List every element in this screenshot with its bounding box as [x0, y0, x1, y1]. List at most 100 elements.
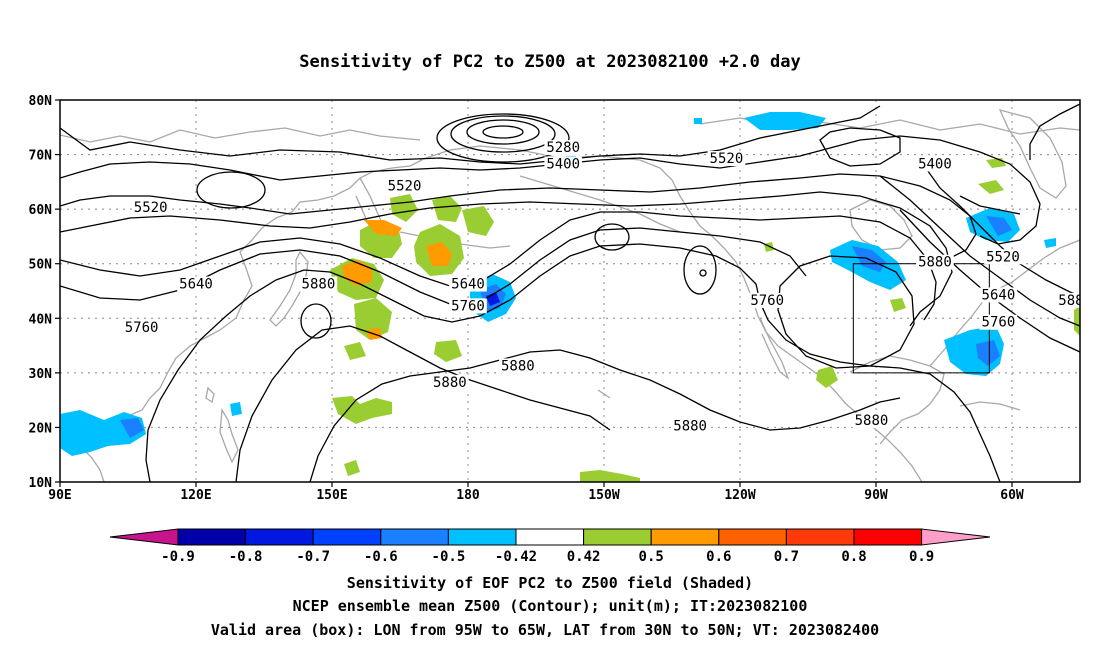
contour-label-bg	[916, 254, 954, 270]
lon-tick-label: 60W	[1000, 488, 1024, 503]
contour-label-bg	[671, 418, 709, 434]
contour-label-bg	[299, 276, 338, 292]
colorbar-swatch	[245, 528, 314, 546]
coast-taiwan	[205, 386, 215, 404]
contour-line	[60, 173, 977, 259]
contour-line	[777, 255, 915, 369]
coast-siberia	[60, 127, 421, 143]
contour-label-bg	[544, 140, 582, 156]
contour-label: 5880	[855, 413, 889, 429]
shade-positive	[580, 470, 640, 482]
contour-low-ring	[482, 125, 524, 139]
lon-tick-label: 150E	[316, 488, 347, 503]
lon-tick-label: 90W	[864, 488, 888, 503]
contour-label-bg	[449, 298, 487, 314]
shade-positive	[344, 342, 366, 360]
shade-positive	[1074, 306, 1080, 336]
colorbar-extend-low	[109, 528, 179, 546]
contour-label: 5880	[302, 277, 336, 293]
contour-label: 5880	[673, 418, 707, 434]
lat-tick-label: 10N	[29, 476, 53, 491]
shade-positive	[978, 180, 1004, 194]
shade-negative	[1044, 238, 1056, 248]
contour-label: 5400	[918, 156, 952, 172]
lat-tick-label: 60N	[29, 203, 53, 218]
lon-tick-label: 120W	[724, 488, 755, 503]
shade-negative	[694, 118, 702, 124]
contour-label: 588	[1058, 293, 1083, 309]
colorbar-swatch	[312, 528, 382, 546]
contour-label: 5880	[433, 375, 467, 391]
colorbar-swatch	[447, 528, 517, 546]
colorbar-swatch	[718, 528, 787, 546]
contour-label-bg	[431, 374, 469, 390]
contour-low-ring	[450, 115, 556, 153]
sensitivity-shading	[60, 112, 1080, 482]
shade-negative	[976, 340, 1000, 366]
caption-line-3: Valid area (box): LON from 95W to 65W, L…	[211, 621, 879, 639]
colorbar-swatch	[177, 528, 247, 546]
colorbar-label: -0.5	[432, 549, 466, 565]
coast-hawaii	[597, 389, 611, 399]
contour-label-bg	[916, 156, 954, 172]
contour-line	[60, 191, 953, 327]
contour-line	[60, 105, 881, 165]
contour-label-bg	[748, 292, 786, 308]
contour-label-bg	[499, 358, 537, 374]
lon-tick-label: 90E	[48, 488, 71, 503]
contour-label-bg	[131, 200, 170, 216]
colorbar-label: -0.6	[364, 549, 398, 565]
contour-label-bg	[544, 156, 582, 172]
caption-line-1: Sensitivity of EOF PC2 to Z500 field (Sh…	[347, 574, 753, 592]
map-title: Sensitivity of PC2 to Z500 at 2023082100…	[299, 52, 801, 72]
contour-label-bg	[707, 151, 746, 167]
lat-tick-label: 70N	[29, 149, 53, 164]
contour-line	[145, 243, 1001, 482]
shade-mid-positive	[426, 242, 452, 266]
coast-japan	[269, 250, 309, 327]
lon-tick-label: 180	[456, 488, 480, 503]
contour-line	[879, 175, 1080, 327]
coast-baja	[759, 317, 790, 380]
colorbar-label: 0.7	[774, 549, 799, 565]
colorbar-label: 0.5	[639, 549, 664, 565]
contour-ring	[594, 223, 630, 251]
colorbar-label: -0.7	[296, 549, 330, 565]
shade-positive	[332, 396, 392, 424]
coast-hudson	[849, 199, 913, 251]
shade-negative	[120, 418, 144, 438]
shade-positive	[816, 366, 838, 388]
coast-alaska-south	[519, 175, 681, 233]
contour-label-bg	[1056, 292, 1080, 308]
shade-negative	[230, 402, 242, 416]
shade-positive	[462, 206, 494, 236]
lat-tick-label: 80N	[29, 94, 53, 109]
colorbar-label: -0.9	[161, 549, 195, 565]
contour-label: 5760	[125, 320, 159, 336]
colorbar-swatch	[785, 528, 855, 546]
colorbar-swatch	[583, 528, 652, 546]
lon-tick-label: 120E	[180, 488, 211, 503]
lat-tick-label: 40N	[29, 312, 53, 327]
colorbar-swatch	[380, 528, 449, 546]
contour-label: 5880	[501, 358, 535, 374]
colorbar: -0.9 -0.8 -0.7 -0.6 -0.5 -0.42 0.42 0.5 0.6 0.7 0.…	[109, 528, 991, 565]
shade-positive	[344, 460, 360, 476]
colorbar-label: 0.8	[841, 549, 866, 565]
contour-dot	[699, 269, 707, 277]
contour-label: 5520	[388, 178, 422, 194]
contour-label: 5760	[982, 315, 1016, 331]
shade-negative	[744, 112, 826, 130]
colorbar-swatch	[515, 528, 585, 546]
contour-label-bg	[852, 412, 891, 428]
contour-label: 5640	[179, 277, 213, 293]
contour-line	[235, 325, 611, 482]
contour-line	[309, 349, 901, 482]
contour-label-bg	[122, 320, 161, 336]
lat-tick-label: 30N	[29, 367, 53, 382]
shade-positive	[354, 298, 392, 340]
contour-label: 5880	[918, 255, 952, 271]
shade-positive	[432, 196, 462, 222]
contour-label-bg	[177, 276, 215, 292]
